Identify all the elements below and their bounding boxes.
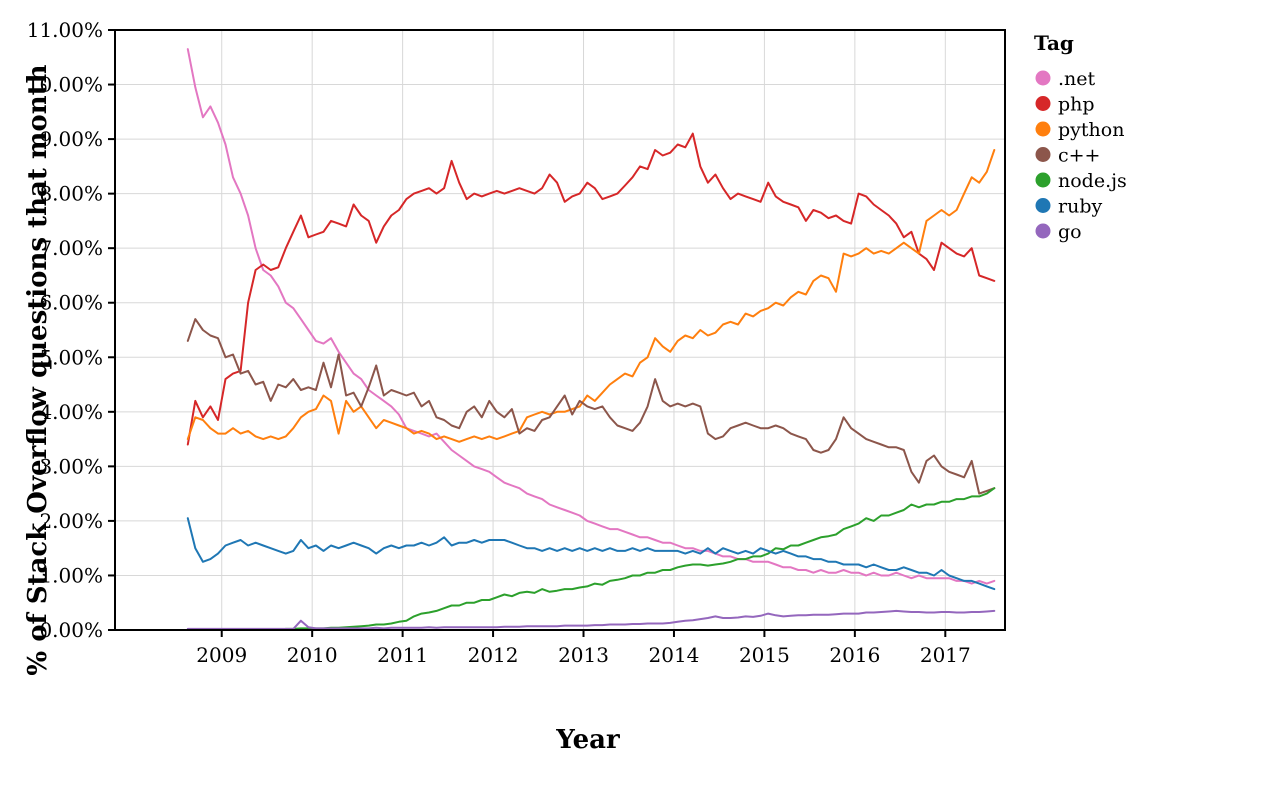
legend-item: c++ <box>1035 145 1100 167</box>
y-tick-label: 7.00% <box>39 236 103 260</box>
plot-border <box>114 29 1006 631</box>
legend-title: Tag <box>1034 31 1074 55</box>
y-axis-title: % of Stack Overflow questions that month <box>23 64 53 675</box>
legend-swatch <box>1035 121 1051 137</box>
legend-label: ruby <box>1058 196 1102 218</box>
legend-item: python <box>1035 119 1124 141</box>
legend-label: go <box>1058 221 1082 243</box>
y-tick-label: 6.00% <box>39 291 103 315</box>
x-tick-label: 2016 <box>829 643 880 667</box>
series-line-php <box>186 132 996 446</box>
legend-label: python <box>1058 119 1124 141</box>
legend-swatch <box>1035 147 1051 162</box>
y-tick-label: 5.00% <box>39 345 103 369</box>
y-tick-label: 0.00% <box>39 618 103 642</box>
y-tick-label: 3.00% <box>39 454 103 478</box>
series-line-python <box>186 149 996 443</box>
y-tick-label: 10.00% <box>27 73 103 97</box>
legend-swatch <box>1035 96 1051 111</box>
legend: .net php python c++ node.js ruby go <box>1035 68 1127 243</box>
legend-item: .net <box>1035 68 1096 90</box>
x-tick-label: 2009 <box>196 643 247 667</box>
x-tick-label: 2014 <box>649 643 700 667</box>
y-tick-label: 1.00% <box>39 563 103 587</box>
legend-label: c++ <box>1058 145 1100 167</box>
y-tick-label: 4.00% <box>39 400 103 424</box>
legend-swatch <box>1035 70 1051 86</box>
y-tick-label: 11.00% <box>27 18 103 42</box>
gridlines <box>115 29 1005 631</box>
series-line-node.js <box>186 487 996 631</box>
legend-swatch <box>1035 172 1051 188</box>
x-tick-label: 2011 <box>377 643 428 667</box>
x-tick-label: 2017 <box>920 643 971 667</box>
legend-label: node.js <box>1058 170 1127 192</box>
legend-swatch <box>1035 198 1051 213</box>
x-tick-label: 2015 <box>739 643 790 667</box>
y-tick-label: 8.00% <box>39 182 103 206</box>
legend-label: .net <box>1058 68 1096 90</box>
series-line-go <box>186 609 996 630</box>
x-tick-label: 2013 <box>558 643 609 667</box>
axes: 0.00% 1.00% 2.00% 3.00% 4.00% 5.00% 6.00% 7.00%… <box>27 18 971 667</box>
legend-item: node.js <box>1035 170 1127 192</box>
series-lines <box>186 48 996 631</box>
series-line-.net <box>186 48 996 585</box>
y-tick-label: 9.00% <box>39 127 103 151</box>
x-tick-label: 2010 <box>287 643 338 667</box>
x-axis-title: Year <box>555 725 620 755</box>
legend-item: go <box>1035 221 1082 243</box>
series-line-ruby <box>186 517 996 591</box>
x-tick-label: 2012 <box>468 643 519 667</box>
legend-item: ruby <box>1035 196 1102 218</box>
legend-swatch <box>1035 223 1051 239</box>
legend-label: php <box>1058 94 1095 116</box>
legend-item: php <box>1035 94 1095 116</box>
y-tick-label: 2.00% <box>39 509 103 533</box>
series-line-c++ <box>186 318 996 495</box>
